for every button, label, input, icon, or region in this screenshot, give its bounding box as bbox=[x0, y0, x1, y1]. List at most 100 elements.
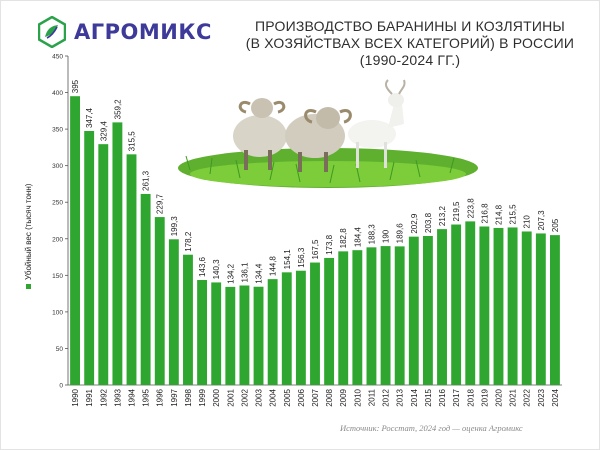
bar-value-label: 134,4 bbox=[255, 263, 264, 284]
sheep-and-goat-illustration-icon bbox=[178, 79, 478, 188]
bar bbox=[465, 221, 476, 385]
bar bbox=[366, 247, 377, 385]
bar bbox=[338, 251, 349, 385]
bar-value-label: 395 bbox=[71, 79, 80, 93]
bar bbox=[183, 254, 193, 385]
bar bbox=[168, 239, 179, 385]
bar bbox=[140, 193, 151, 385]
bar-value-label: 189,6 bbox=[396, 223, 405, 244]
bar-value-label: 210 bbox=[523, 215, 532, 229]
x-tick-label: 2008 bbox=[325, 388, 334, 406]
x-tick-label: 2003 bbox=[255, 388, 264, 406]
x-tick-label: 2009 bbox=[339, 388, 348, 406]
bar-value-label: 223,8 bbox=[466, 198, 475, 219]
brand-name: АГРОМИКС bbox=[74, 20, 212, 44]
bar bbox=[267, 279, 278, 385]
bar-value-label: 199,3 bbox=[170, 216, 179, 237]
bar bbox=[437, 229, 447, 385]
legend-swatch bbox=[26, 284, 31, 289]
chart-title-line-1: ПРОИЗВОДСТВО БАРАНИНЫ И КОЗЛЯТИНЫ bbox=[255, 18, 565, 34]
x-tick-label: 1997 bbox=[170, 388, 179, 406]
bar-value-label: 261,3 bbox=[142, 170, 151, 191]
bar bbox=[126, 154, 137, 385]
bar bbox=[422, 235, 433, 385]
x-tick-label: 1998 bbox=[184, 388, 193, 406]
bar bbox=[239, 285, 250, 385]
bar-value-label: 215,5 bbox=[509, 204, 518, 225]
x-tick-label: 2007 bbox=[311, 388, 320, 406]
bar-value-label: 134,2 bbox=[226, 263, 235, 284]
agromix-logo-icon bbox=[38, 16, 66, 48]
bar bbox=[197, 280, 208, 385]
bar-value-label: 154,1 bbox=[283, 249, 292, 270]
bar-value-label: 182,8 bbox=[339, 228, 348, 249]
bar-value-label: 156,3 bbox=[297, 247, 306, 268]
bar-value-label: 184,4 bbox=[353, 227, 362, 248]
bar bbox=[324, 257, 335, 385]
x-tick-label: 2006 bbox=[297, 388, 306, 406]
x-tick-label: 1996 bbox=[156, 388, 165, 406]
x-tick-label: 2011 bbox=[367, 388, 376, 406]
x-tick-label: 2014 bbox=[410, 388, 419, 406]
x-tick-label: 2020 bbox=[494, 388, 503, 406]
bar-value-label: 207,3 bbox=[537, 210, 546, 231]
y-tick-label: 350 bbox=[52, 127, 63, 134]
x-tick-label: 1990 bbox=[71, 388, 80, 406]
bar bbox=[394, 246, 405, 385]
bar-value-label: 202,9 bbox=[410, 213, 419, 234]
x-tick-label: 2016 bbox=[438, 388, 447, 406]
bar-value-label: 203,8 bbox=[424, 212, 433, 233]
y-tick-label: 100 bbox=[52, 309, 63, 316]
bar-value-label: 347,4 bbox=[85, 107, 94, 128]
bar-value-label: 178,2 bbox=[184, 231, 193, 252]
bar bbox=[535, 233, 546, 385]
bar bbox=[507, 227, 518, 385]
x-tick-label: 1992 bbox=[99, 388, 108, 406]
bar-value-label: 136,1 bbox=[240, 262, 249, 283]
x-tick-label: 2024 bbox=[551, 388, 560, 406]
x-tick-label: 2017 bbox=[452, 388, 461, 406]
x-tick-label: 2023 bbox=[537, 388, 546, 406]
chart-title-line-3: (1990-2024 ГГ.) bbox=[359, 52, 461, 68]
bar bbox=[352, 250, 363, 385]
y-tick-label: 200 bbox=[52, 236, 63, 243]
bar-value-label: 143,6 bbox=[198, 256, 207, 277]
y-tick-label: 450 bbox=[52, 54, 63, 61]
bar-value-label: 173,8 bbox=[325, 234, 334, 255]
chart-title: ПРОИЗВОДСТВО БАРАНИНЫ И КОЗЛЯТИНЫ (В ХОЗ… bbox=[240, 18, 580, 69]
chart-title-line-2: (В ХОЗЯЙСТВАХ ВСЕХ КАТЕГОРИЙ) В РОССИИ bbox=[245, 35, 575, 51]
y-tick-label: 150 bbox=[52, 273, 63, 280]
x-tick-label: 2002 bbox=[240, 388, 249, 406]
legend-label: Убойный вес (тысяч тонн) bbox=[24, 183, 33, 280]
bar-value-label: 315,5 bbox=[128, 131, 137, 152]
bar-value-label: 140,3 bbox=[212, 259, 221, 280]
bar bbox=[84, 131, 95, 385]
y-tick-label: 250 bbox=[52, 200, 63, 207]
x-tick-label: 1994 bbox=[128, 388, 137, 406]
x-tick-label: 2004 bbox=[269, 388, 278, 406]
y-tick-label: 50 bbox=[56, 346, 64, 353]
x-tick-label: 2010 bbox=[353, 388, 362, 406]
bar bbox=[112, 122, 123, 385]
brand-logo: АГРОМИКС bbox=[38, 16, 212, 48]
x-tick-label: 2012 bbox=[382, 388, 391, 406]
bar-value-label: 214,8 bbox=[494, 204, 503, 225]
x-tick-label: 2018 bbox=[466, 388, 475, 406]
x-tick-label: 1995 bbox=[142, 388, 151, 406]
bar bbox=[479, 226, 490, 385]
x-tick-label: 2000 bbox=[212, 388, 221, 406]
bar-value-label: 213,2 bbox=[438, 206, 447, 227]
x-tick-label: 1999 bbox=[198, 388, 207, 406]
bar bbox=[281, 272, 292, 385]
bar bbox=[380, 246, 391, 385]
x-tick-label: 2019 bbox=[480, 388, 489, 406]
x-tick-label: 2021 bbox=[509, 388, 518, 406]
bar-value-label: 219,5 bbox=[452, 201, 461, 222]
x-tick-label: 2013 bbox=[396, 388, 405, 406]
bar bbox=[310, 262, 320, 385]
x-tick-label: 1993 bbox=[113, 388, 122, 406]
bar bbox=[154, 217, 165, 385]
bar-value-label: 216,8 bbox=[480, 203, 489, 224]
bar-value-label: 190 bbox=[382, 229, 391, 243]
